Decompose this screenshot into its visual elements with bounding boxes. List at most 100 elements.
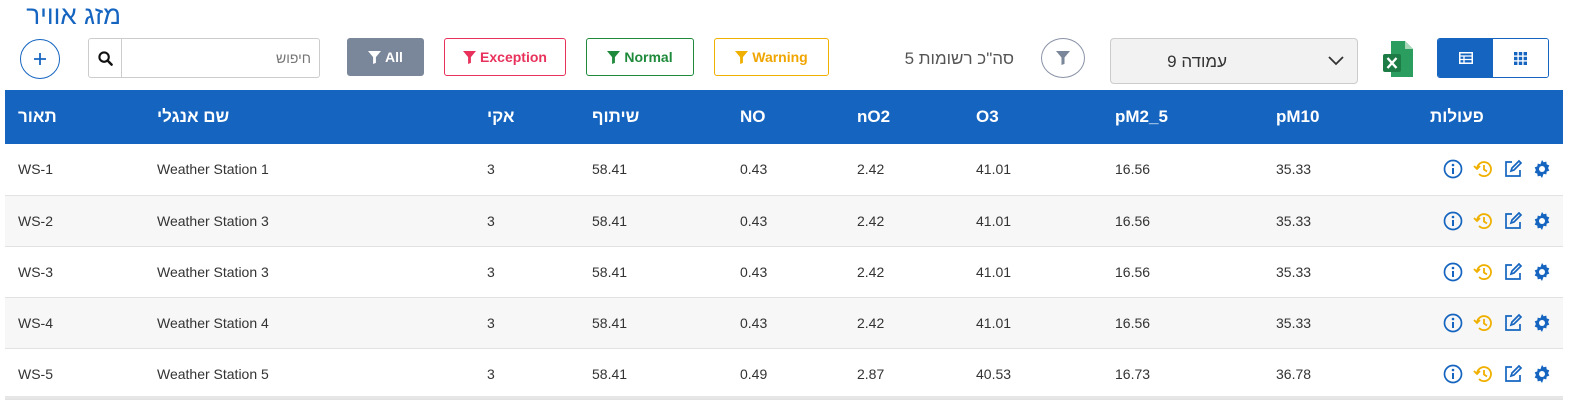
filter-warning-label: Warning [752, 49, 808, 65]
edit-icon[interactable] [1503, 262, 1523, 282]
table-row[interactable]: WS-2 Weather Station 3 3 58.41 0.43 2.42 41.01… [5, 195, 1563, 246]
edit-icon[interactable] [1503, 211, 1523, 231]
cell-english-name: Weather Station 3 [157, 263, 269, 280]
history-icon[interactable] [1472, 364, 1494, 384]
col-header-share[interactable]: שיתוף [592, 107, 640, 126]
filter-all-button[interactable]: All [347, 38, 424, 76]
col-header-no2[interactable]: nO2 [857, 107, 891, 126]
table-view-icon [1458, 52, 1473, 64]
cell-english-name: Weather Station 4 [157, 314, 269, 331]
history-icon[interactable] [1472, 262, 1494, 282]
row-actions [1426, 211, 1563, 231]
cell-share: 58.41 [592, 314, 628, 331]
cell-desc: WS-1 [18, 161, 53, 178]
cell-vertical: 3 [487, 314, 495, 331]
filter-normal-button[interactable]: Normal [586, 38, 694, 76]
cell-actions [1426, 297, 1563, 348]
info-icon[interactable] [1443, 262, 1463, 282]
page-title: מזג אוויר [26, 0, 121, 30]
gear-icon[interactable] [1532, 364, 1552, 384]
cell-english-name: Weather Station 1 [157, 161, 269, 178]
cell-desc: WS-4 [18, 314, 53, 331]
info-icon[interactable] [1443, 364, 1463, 384]
col-header-desc[interactable]: תאור [18, 107, 57, 126]
cell-desc: WS-2 [18, 212, 53, 229]
cell-share: 58.41 [592, 212, 628, 229]
edit-icon[interactable] [1503, 364, 1523, 384]
cell-vertical: 3 [487, 263, 495, 280]
cell-vertical: 3 [487, 161, 495, 178]
cell-pm10: 35.33 [1276, 263, 1312, 280]
col-header-vertical[interactable]: אקי [487, 107, 515, 126]
info-icon[interactable] [1443, 313, 1463, 333]
info-icon[interactable] [1443, 159, 1463, 179]
col-header-pm25[interactable]: pM2_5 [1115, 107, 1168, 126]
page-select-value: עמודה 9 [1167, 52, 1227, 71]
toolbar: All Exception Normal Warning סה"כ רשומות… [0, 36, 1579, 84]
table-bottom-scrollbar[interactable] [5, 396, 1563, 399]
cell-no: 0.43 [740, 314, 768, 331]
cell-o3: 41.01 [976, 161, 1012, 178]
cell-pm10: 35.33 [1276, 161, 1312, 178]
cell-pm25: 16.56 [1115, 212, 1151, 229]
col-header-no[interactable]: NO [740, 107, 766, 126]
table-row[interactable]: WS-4 Weather Station 4 3 58.41 0.43 2.42 41.01… [5, 297, 1563, 348]
gear-icon[interactable] [1532, 313, 1552, 333]
gear-icon[interactable] [1532, 159, 1552, 179]
grid-view-icon [1514, 51, 1527, 65]
filter-all-label: All [385, 49, 403, 65]
funnel-icon [1056, 51, 1070, 65]
gear-icon[interactable] [1532, 211, 1552, 231]
cell-vertical: 3 [487, 212, 495, 229]
filter-toggle-button[interactable] [1041, 38, 1085, 78]
cell-pm25: 16.56 [1115, 314, 1151, 331]
chevron-down-icon [1327, 51, 1345, 74]
view-toggle [1437, 38, 1549, 78]
search-icon[interactable] [89, 39, 122, 77]
cell-o3: 41.01 [976, 212, 1012, 229]
row-actions [1426, 262, 1563, 282]
funnel-icon [463, 50, 477, 64]
cell-desc: WS-3 [18, 263, 53, 280]
cell-pm10: 36.78 [1276, 365, 1312, 382]
col-header-actions: פעולות [1430, 107, 1484, 126]
edit-icon[interactable] [1503, 159, 1523, 179]
table-view-button[interactable] [1438, 39, 1493, 77]
col-header-o3[interactable]: O3 [976, 107, 999, 126]
table-row[interactable]: WS-5 Weather Station 5 3 58.41 0.49 2.87 40.53… [5, 348, 1563, 399]
edit-icon[interactable] [1503, 313, 1523, 333]
excel-icon[interactable] [1383, 41, 1413, 82]
cell-no: 0.43 [740, 212, 768, 229]
page-select[interactable]: עמודה 9 [1110, 38, 1358, 84]
history-icon[interactable] [1472, 159, 1494, 179]
history-icon[interactable] [1472, 313, 1494, 333]
cell-share: 58.41 [592, 263, 628, 280]
cell-pm25: 16.56 [1115, 263, 1151, 280]
col-header-pm10[interactable]: pM10 [1276, 107, 1320, 126]
filter-warning-button[interactable]: Warning [714, 38, 829, 76]
history-icon[interactable] [1472, 211, 1494, 231]
cell-no2: 2.87 [857, 365, 885, 382]
gear-icon[interactable] [1532, 262, 1552, 282]
cell-share: 58.41 [592, 161, 628, 178]
funnel-icon [735, 50, 749, 64]
search-box [88, 38, 320, 78]
funnel-icon [607, 50, 621, 64]
grid-view-button[interactable] [1493, 39, 1548, 77]
cell-share: 58.41 [592, 365, 628, 382]
cell-english-name: Weather Station 5 [157, 365, 269, 382]
table-body: WS-1 Weather Station 1 3 58.41 0.43 2.42 41.01… [5, 144, 1563, 399]
data-table: תאור שם אנגלי אקי שיתוף NO nO2 O3 pM2_5 … [5, 90, 1563, 400]
cell-no: 0.43 [740, 263, 768, 280]
cell-no: 0.49 [740, 365, 768, 382]
cell-vertical: 3 [487, 365, 495, 382]
col-header-english-name[interactable]: שם אנגלי [157, 107, 230, 126]
add-button[interactable] [20, 39, 60, 79]
cell-pm25: 16.73 [1115, 365, 1151, 382]
table-row[interactable]: WS-1 Weather Station 1 3 58.41 0.43 2.42 41.01… [5, 144, 1563, 195]
row-actions [1426, 313, 1563, 333]
table-row[interactable]: WS-3 Weather Station 3 3 58.41 0.43 2.42 41.01… [5, 246, 1563, 297]
search-input[interactable] [122, 40, 319, 76]
info-icon[interactable] [1443, 211, 1463, 231]
filter-exception-button[interactable]: Exception [444, 38, 566, 76]
